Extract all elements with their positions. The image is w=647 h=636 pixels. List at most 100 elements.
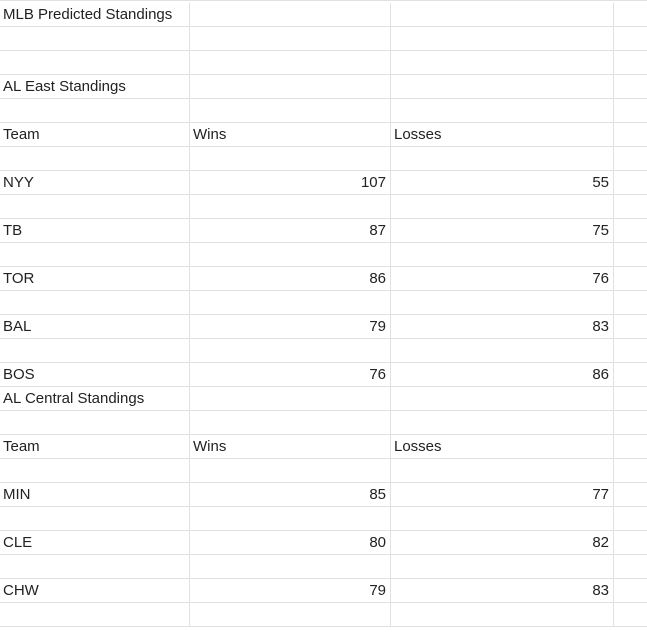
cell[interactable] bbox=[190, 411, 391, 435]
cell[interactable] bbox=[0, 459, 190, 483]
cell[interactable] bbox=[0, 291, 190, 315]
cell[interactable] bbox=[614, 603, 647, 627]
cell[interactable] bbox=[391, 195, 614, 219]
losses-cell[interactable]: 82 bbox=[391, 531, 614, 555]
cell[interactable] bbox=[0, 507, 190, 531]
cell[interactable] bbox=[391, 27, 614, 51]
cell[interactable] bbox=[614, 171, 647, 195]
cell[interactable] bbox=[614, 459, 647, 483]
wins-cell[interactable]: 107 bbox=[190, 171, 391, 195]
cell[interactable] bbox=[190, 75, 391, 99]
wins-cell[interactable]: 79 bbox=[190, 579, 391, 603]
cell[interactable] bbox=[614, 123, 647, 147]
wins-cell[interactable]: 80 bbox=[190, 531, 391, 555]
cell[interactable] bbox=[614, 51, 647, 75]
cell[interactable] bbox=[614, 243, 647, 267]
team-name-cell[interactable]: NYY bbox=[0, 171, 190, 195]
cell[interactable] bbox=[614, 531, 647, 555]
losses-cell[interactable]: 75 bbox=[391, 219, 614, 243]
team-name-cell[interactable]: CLE bbox=[0, 531, 190, 555]
cell[interactable] bbox=[0, 339, 190, 363]
division-heading[interactable]: AL East Standings bbox=[0, 75, 190, 99]
wins-column-header[interactable]: Wins bbox=[190, 435, 391, 459]
cell[interactable] bbox=[391, 147, 614, 171]
cell[interactable] bbox=[614, 579, 647, 603]
cell[interactable] bbox=[614, 219, 647, 243]
cell[interactable] bbox=[614, 3, 647, 27]
cell[interactable] bbox=[391, 51, 614, 75]
cell[interactable] bbox=[190, 147, 391, 171]
cell[interactable] bbox=[0, 99, 190, 123]
cell[interactable] bbox=[614, 339, 647, 363]
wins-cell[interactable]: 85 bbox=[190, 483, 391, 507]
cell[interactable] bbox=[0, 243, 190, 267]
cell[interactable] bbox=[614, 75, 647, 99]
cell[interactable] bbox=[391, 99, 614, 123]
cell[interactable] bbox=[190, 51, 391, 75]
cell[interactable] bbox=[190, 459, 391, 483]
cell[interactable] bbox=[391, 243, 614, 267]
cell[interactable] bbox=[614, 555, 647, 579]
cell[interactable] bbox=[190, 195, 391, 219]
cell[interactable] bbox=[614, 411, 647, 435]
losses-cell[interactable]: 77 bbox=[391, 483, 614, 507]
team-name-cell[interactable]: TOR bbox=[0, 267, 190, 291]
wins-cell[interactable]: 79 bbox=[190, 315, 391, 339]
cell[interactable] bbox=[0, 603, 190, 627]
cell[interactable] bbox=[614, 315, 647, 339]
cell[interactable] bbox=[190, 243, 391, 267]
losses-cell[interactable]: 76 bbox=[391, 267, 614, 291]
cell[interactable] bbox=[0, 411, 190, 435]
team-name-cell[interactable]: MIN bbox=[0, 483, 190, 507]
cell[interactable] bbox=[614, 363, 647, 387]
cell[interactable] bbox=[190, 3, 391, 27]
cell[interactable] bbox=[614, 27, 647, 51]
cell[interactable] bbox=[614, 99, 647, 123]
team-name-cell[interactable]: BAL bbox=[0, 315, 190, 339]
cell[interactable] bbox=[391, 507, 614, 531]
cell[interactable] bbox=[391, 459, 614, 483]
losses-cell[interactable]: 83 bbox=[391, 315, 614, 339]
cell[interactable] bbox=[0, 555, 190, 579]
losses-cell[interactable]: 83 bbox=[391, 579, 614, 603]
cell[interactable] bbox=[0, 51, 190, 75]
cell[interactable] bbox=[614, 483, 647, 507]
division-heading[interactable]: AL Central Standings bbox=[0, 387, 190, 411]
cell[interactable] bbox=[0, 147, 190, 171]
cell[interactable] bbox=[0, 27, 190, 51]
cell[interactable] bbox=[614, 387, 647, 411]
cell[interactable] bbox=[190, 387, 391, 411]
cell[interactable] bbox=[391, 339, 614, 363]
cell[interactable] bbox=[190, 27, 391, 51]
sheet-title[interactable]: MLB Predicted Standings bbox=[0, 3, 190, 27]
cell[interactable] bbox=[391, 603, 614, 627]
wins-cell[interactable]: 87 bbox=[190, 219, 391, 243]
team-column-header[interactable]: Team bbox=[0, 123, 190, 147]
cell[interactable] bbox=[614, 267, 647, 291]
wins-cell[interactable]: 76 bbox=[190, 363, 391, 387]
team-name-cell[interactable]: BOS bbox=[0, 363, 190, 387]
cell[interactable] bbox=[614, 147, 647, 171]
cell[interactable] bbox=[391, 411, 614, 435]
cell[interactable] bbox=[391, 291, 614, 315]
cell[interactable] bbox=[0, 195, 190, 219]
cell[interactable] bbox=[190, 291, 391, 315]
wins-column-header[interactable]: Wins bbox=[190, 123, 391, 147]
cell[interactable] bbox=[391, 555, 614, 579]
cell[interactable] bbox=[614, 507, 647, 531]
cell[interactable] bbox=[614, 195, 647, 219]
cell[interactable] bbox=[391, 3, 614, 27]
losses-cell[interactable]: 55 bbox=[391, 171, 614, 195]
losses-column-header[interactable]: Losses bbox=[391, 123, 614, 147]
losses-cell[interactable]: 86 bbox=[391, 363, 614, 387]
team-name-cell[interactable]: CHW bbox=[0, 579, 190, 603]
cell[interactable] bbox=[391, 387, 614, 411]
cell[interactable] bbox=[391, 75, 614, 99]
cell[interactable] bbox=[190, 555, 391, 579]
losses-column-header[interactable]: Losses bbox=[391, 435, 614, 459]
wins-cell[interactable]: 86 bbox=[190, 267, 391, 291]
cell[interactable] bbox=[614, 291, 647, 315]
cell[interactable] bbox=[190, 99, 391, 123]
team-column-header[interactable]: Team bbox=[0, 435, 190, 459]
cell[interactable] bbox=[190, 507, 391, 531]
